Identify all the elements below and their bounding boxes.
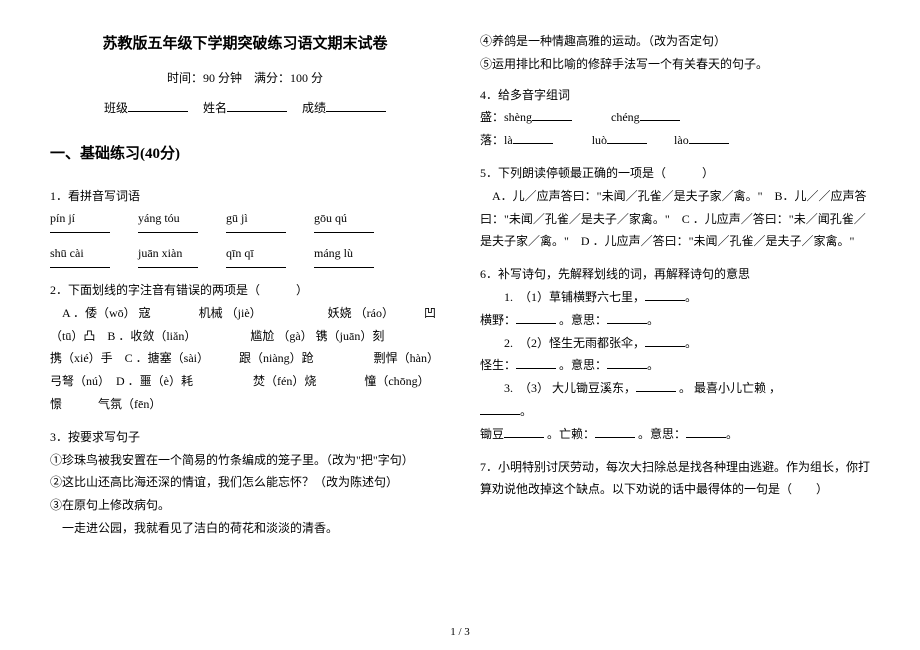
pinyin: juān xiàn bbox=[138, 242, 198, 265]
name-blank[interactable] bbox=[227, 97, 287, 112]
q4-num: 4．给多音字组词 bbox=[480, 84, 870, 107]
q4-l1a: 盛：shèng bbox=[480, 110, 532, 124]
q3-l4: 一走进公园，我就看见了洁白的荷花和淡淡的清香。 bbox=[50, 517, 440, 540]
q4-l1b: chéng bbox=[611, 110, 640, 124]
blank[interactable] bbox=[532, 106, 572, 121]
q6-i3b-text: 。 最喜小儿亡赖 ， bbox=[679, 381, 781, 395]
q1-pinyin-row2: shū cài juān xiàn qīn qī máng lù bbox=[50, 242, 440, 265]
q3-num: 3．按要求写句子 bbox=[50, 426, 440, 449]
q6-i3d: 锄豆 。亡赖： 。意思：。 bbox=[480, 423, 870, 446]
q4-l1: 盛：shèng chéng bbox=[480, 106, 870, 129]
q1-blank-row2[interactable] bbox=[50, 267, 440, 269]
q6-i2a-text: 2. （2）怪生无雨都张伞， bbox=[504, 336, 645, 350]
blank[interactable] bbox=[480, 400, 520, 415]
q4: 4．给多音字组词 盛：shèng chéng 落：là luò lào bbox=[480, 84, 870, 152]
q6-i3a: 3. （3） 大儿锄豆溪东， 。 最喜小儿亡赖 ， bbox=[480, 377, 870, 400]
page-title: 苏教版五年级下学期突破练习语文期末试卷 bbox=[50, 30, 440, 59]
blank[interactable] bbox=[607, 354, 647, 369]
q1-num: 1．看拼音写词语 bbox=[50, 185, 440, 208]
pinyin: máng lù bbox=[314, 242, 374, 265]
q6: 6．补写诗句，先解释划线的词，再解释诗句的意思 1. （1）草铺横野六七里， 。 … bbox=[480, 263, 870, 445]
q4-l2b: luò bbox=[592, 133, 607, 147]
blank[interactable] bbox=[689, 129, 729, 144]
pinyin: pín jí bbox=[50, 207, 110, 230]
q1-blank-row1[interactable] bbox=[50, 232, 440, 234]
pinyin: gōu qú bbox=[314, 207, 374, 230]
q3-l6: ⑤运用排比和比喻的修辞手法写一个有关春天的句子。 bbox=[480, 53, 870, 76]
time-line: 时间：90 分钟 满分：100 分 bbox=[50, 67, 440, 90]
q4-l2c: lào bbox=[674, 133, 689, 147]
q6-i3c-text: 锄豆 bbox=[480, 427, 504, 441]
q6-i2a: 2. （2）怪生无雨都张伞，。 bbox=[480, 332, 870, 355]
q6-i3e-text: 。意思： bbox=[638, 427, 686, 441]
q6-i3c: 。 bbox=[480, 400, 870, 423]
q7-num: 7．小明特别讨厌劳动，每次大扫除总是找各种理由逃避。作为组长，你打算劝说他改掉这… bbox=[480, 456, 870, 502]
pinyin: qīn qī bbox=[226, 242, 286, 265]
q6-i1a-text: 1. （1）草铺横野六七里， bbox=[504, 290, 645, 304]
pinyin: gū jì bbox=[226, 207, 286, 230]
q1: 1．看拼音写词语 pín jí yáng tóu gū jì gōu qú sh… bbox=[50, 185, 440, 269]
q3-l2: ②这比山还高比海还深的情谊，我们怎么能忘怀？（改为陈述句） bbox=[50, 471, 440, 494]
q6-i1a: 1. （1）草铺横野六七里，。 bbox=[480, 286, 870, 309]
blank[interactable] bbox=[516, 354, 556, 369]
q6-i3a-text: 3. （3） 大儿锄豆溪东， bbox=[504, 381, 636, 395]
blank[interactable] bbox=[513, 129, 553, 144]
q6-i3d-text: 。亡赖： bbox=[547, 427, 595, 441]
score-blank[interactable] bbox=[326, 97, 386, 112]
blank[interactable] bbox=[640, 106, 680, 121]
name-label: 姓名 bbox=[203, 101, 227, 115]
q1-pinyin-row1: pín jí yáng tóu gū jì gōu qú bbox=[50, 207, 440, 230]
q4-l2a: 落：là bbox=[480, 133, 513, 147]
q3: 3．按要求写句子 ①珍珠鸟被我安置在一个简易的竹条编成的笼子里。（改为"把"字句… bbox=[50, 426, 440, 540]
q6-i2b: 怪生： 。意思：。 bbox=[480, 354, 870, 377]
q5: 5．下列朗读停顿最正确的一项是（ ） A．儿／应声答曰："未闻／孔雀／是夫子家／… bbox=[480, 162, 870, 253]
q6-i2c-text: 。意思： bbox=[559, 358, 607, 372]
q5-body: A．儿／应声答曰："未闻／孔雀／是夫子家／禽。" B．儿／／应声答曰："未闻／孔… bbox=[480, 185, 870, 253]
blank[interactable] bbox=[607, 129, 647, 144]
blank[interactable] bbox=[645, 286, 685, 301]
q6-i2b-text: 怪生： bbox=[480, 358, 516, 372]
q2-body: A ．倭（wō） 寇 机械 （jiè） 妖娆 （ráo） 凹（tū）凸 B ．收… bbox=[50, 302, 440, 416]
section-1-heading: 一、基础练习(40分) bbox=[50, 140, 440, 169]
info-line: 班级 姓名 成绩 bbox=[50, 97, 440, 120]
q6-i1b-text: 横野： bbox=[480, 313, 516, 327]
class-label: 班级 bbox=[104, 101, 128, 115]
blank[interactable] bbox=[686, 423, 726, 438]
q2-num: 2．下面划线的字注音有错误的两项是（ ） bbox=[50, 279, 440, 302]
class-blank[interactable] bbox=[128, 97, 188, 112]
q3-l5: ④养鸽是一种情趣高雅的运动。（改为否定句） bbox=[480, 30, 870, 53]
pinyin: yáng tóu bbox=[138, 207, 198, 230]
page-footer: 1 / 3 bbox=[0, 626, 920, 638]
blank[interactable] bbox=[516, 309, 556, 324]
q6-i1c-text: 。意思： bbox=[559, 313, 607, 327]
blank[interactable] bbox=[595, 423, 635, 438]
q3-l3: ③在原句上修改病句。 bbox=[50, 494, 440, 517]
q7: 7．小明特别讨厌劳动，每次大扫除总是找各种理由逃避。作为组长，你打算劝说他改掉这… bbox=[480, 456, 870, 502]
q6-num: 6．补写诗句，先解释划线的词，再解释诗句的意思 bbox=[480, 263, 870, 286]
blank[interactable] bbox=[645, 332, 685, 347]
blank[interactable] bbox=[504, 423, 544, 438]
q6-i1b: 横野： 。意思：。 bbox=[480, 309, 870, 332]
pinyin: shū cài bbox=[50, 242, 110, 265]
score-label: 成绩 bbox=[302, 101, 326, 115]
q3-l1: ①珍珠鸟被我安置在一个简易的竹条编成的笼子里。（改为"把"字句） bbox=[50, 449, 440, 472]
blank[interactable] bbox=[636, 377, 676, 392]
q2: 2．下面划线的字注音有错误的两项是（ ） A ．倭（wō） 寇 机械 （jiè）… bbox=[50, 279, 440, 416]
q4-l2: 落：là luò lào bbox=[480, 129, 870, 152]
blank[interactable] bbox=[607, 309, 647, 324]
q5-num: 5．下列朗读停顿最正确的一项是（ ） bbox=[480, 162, 870, 185]
